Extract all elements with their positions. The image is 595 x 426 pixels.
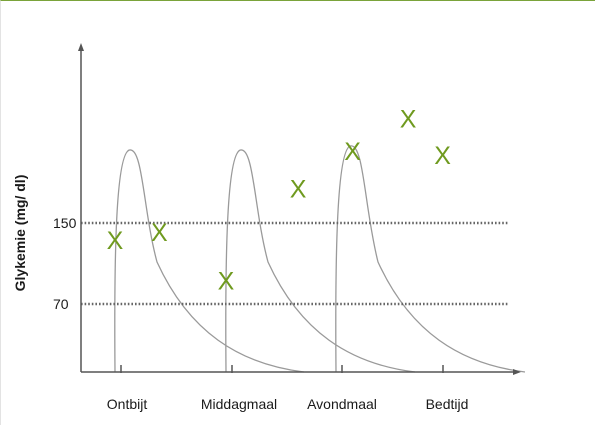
reference-lines [81,221,509,306]
data-point-marker: X [290,176,307,204]
x-tick-label: Ontbijt [107,396,148,412]
x-axis-arrow [513,369,521,375]
x-tick-label: Middagmaal [201,396,277,412]
x-tick-label: Avondmaal [307,396,377,412]
data-point-marker: X [107,227,124,255]
insulin-curve-avondmaal [335,145,526,373]
data-point-marker: X [151,219,168,247]
insulin-curve-middagmaal [225,149,416,373]
y-tick-label: 70 [53,296,69,312]
data-point-marker: X [344,138,361,166]
y-axis-arrow [78,43,84,51]
insulin-curves [114,145,526,373]
y-tick-labels: 70 150 [53,215,77,312]
data-point-marker: X [218,268,235,296]
data-point-marker: X [400,106,417,134]
axes [78,43,521,375]
insulin-curve-ontbijt [114,149,305,373]
y-axis-label: Glykemie (mg/ dl) [12,175,28,292]
x-tick-labels: Ontbijt Middagmaal Avondmaal Bedtijd [107,396,469,412]
data-point-marker: X [434,142,451,170]
y-tick-label: 150 [53,215,77,231]
x-tick-label: Bedtijd [426,396,469,412]
